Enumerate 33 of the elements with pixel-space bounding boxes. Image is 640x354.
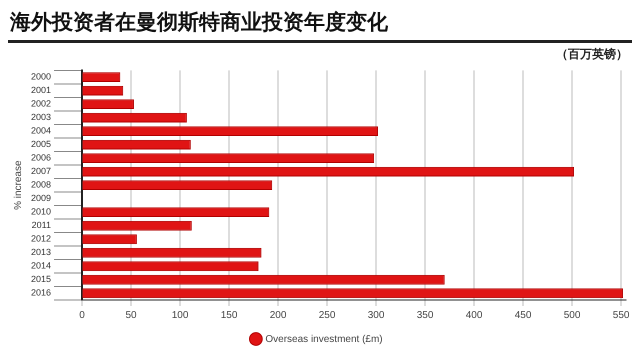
y-tick-label: 2009	[30, 193, 52, 204]
legend-label: Overseas investment (£m)	[265, 334, 383, 345]
y-tick-label: 2001	[30, 85, 52, 96]
y-axis-title: % increase	[12, 160, 24, 210]
y-tick-label: 2016	[30, 288, 52, 298]
x-tick-label: 0	[79, 310, 86, 321]
y-tick-label: 2008	[30, 180, 52, 190]
y-tick-label: 2015	[30, 274, 52, 284]
x-tick-label: 350	[416, 310, 434, 321]
y-tick-label: 2005	[30, 139, 52, 150]
y-tick-label: 2006	[30, 152, 52, 163]
x-tick-label: 150	[220, 310, 238, 321]
chart-title: 海外投资者在曼彻斯特商业投资年度变化	[10, 9, 388, 36]
x-tick-label: 500	[564, 310, 581, 321]
x-tick-label: 300	[368, 310, 385, 321]
x-tick-label: 100	[172, 310, 189, 321]
x-tick-label: 450	[514, 310, 532, 321]
x-tick-label: 250	[318, 310, 336, 321]
x-tick-label: 550	[612, 310, 630, 321]
y-tick-label: 2002	[30, 98, 52, 109]
y-tick-label: 2014	[30, 260, 52, 271]
y-tick-label: 2004	[30, 126, 52, 136]
x-tick-label: 200	[270, 310, 287, 321]
y-tick-label: 2010	[30, 206, 52, 217]
y-tick-label: 2013	[30, 247, 52, 258]
y-tick-label: 2003	[30, 112, 52, 122]
y-tick-label: 2011	[32, 220, 52, 230]
y-tick-label: 2012	[30, 234, 52, 244]
x-tick-label: 400	[466, 310, 483, 321]
text: （百万英镑）	[556, 46, 628, 63]
y-tick-label: 2007	[30, 166, 52, 176]
x-tick-label: 50	[125, 310, 138, 321]
y-tick-label: 2000	[30, 72, 52, 82]
